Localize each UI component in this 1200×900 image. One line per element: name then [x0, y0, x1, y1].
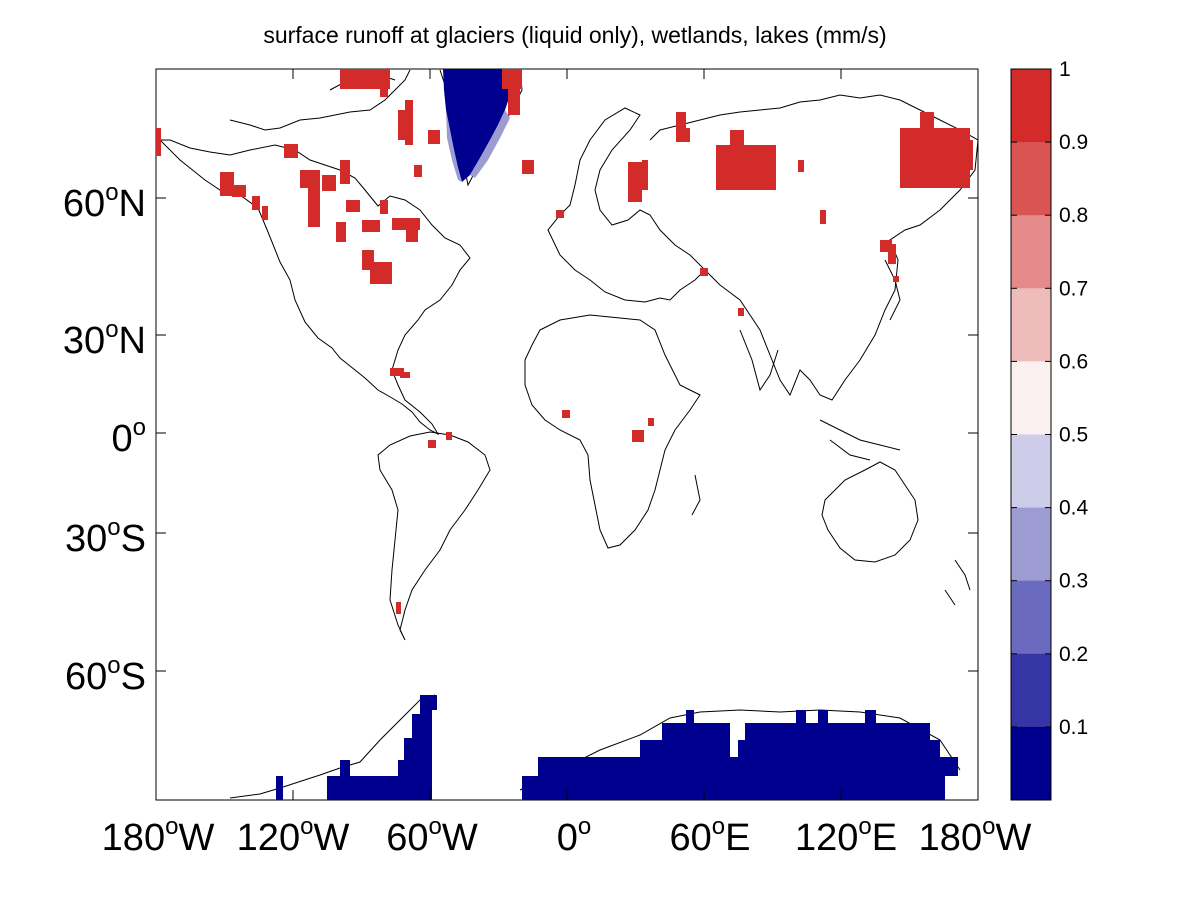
map-frame: [155, 68, 979, 801]
lat-label-0: 0o: [112, 414, 147, 460]
lon-label-180w-right: 180oW: [919, 813, 1032, 859]
colorbar-label: 0.3: [1059, 570, 1088, 593]
map-title: surface runoff at glaciers (liquid only)…: [263, 22, 887, 48]
colorbar-band: [1011, 361, 1051, 435]
lon-label-180w: 180oW: [102, 813, 215, 859]
colorbar-label: 0.7: [1059, 277, 1088, 300]
colorbar-label: 0.2: [1059, 643, 1088, 666]
lat-label-60n: 60oN: [63, 179, 146, 225]
lat-label-60s: 60oS: [65, 652, 146, 698]
greenland-cells: [443, 69, 520, 182]
colorbar-band: [1011, 507, 1051, 582]
colorbar-label: 0.1: [1059, 716, 1088, 739]
coast-europe: [547, 107, 706, 303]
lon-labels: 180oW 120oW 60oW 0o 60oE 120oE 180oW: [102, 813, 1032, 859]
coast-south-america: [377, 431, 491, 641]
colorbar: 1 0.9 0.8 0.7 0.6 0.5 0.4 0.3 0.2 0.1: [1010, 58, 1089, 801]
coast-asia: [649, 94, 978, 401]
colorbar-band: [1011, 142, 1051, 216]
colorbar-label: 0.5: [1059, 424, 1088, 447]
colorbar-band: [1011, 215, 1051, 289]
lon-label-60e: 60oE: [670, 813, 751, 859]
colorbar-band: [1011, 653, 1051, 728]
low-value-cells: [276, 69, 958, 800]
map-content: [156, 69, 978, 800]
lon-label-60w: 60oW: [386, 813, 478, 859]
colorbar-label: 0.9: [1059, 131, 1088, 154]
lat-ticks: [156, 197, 978, 672]
coast-africa: [524, 314, 701, 549]
colorbar-label: 1: [1059, 58, 1071, 81]
lat-labels: 60oN 30oN 0o 30oS 60oS: [63, 179, 146, 698]
greenland-edge-east: [470, 110, 510, 178]
antarctica-west-cells: [327, 695, 437, 800]
lat-label-30s: 30oS: [65, 514, 146, 560]
colorbar-band: [1011, 288, 1051, 362]
colorbar-band: [1011, 726, 1051, 801]
lon-label-120w: 120oW: [237, 813, 350, 859]
colorbar-band: [1011, 69, 1051, 143]
high-value-cells: [156, 69, 973, 614]
lon-label-0: 0o: [557, 813, 592, 859]
colorbar-label: 0.4: [1059, 497, 1089, 520]
colorbar-band: [1011, 580, 1051, 655]
coast-india: [739, 329, 779, 392]
lon-label-120e: 120oE: [795, 813, 897, 859]
lon-ticks: [292, 69, 842, 800]
colorbar-label: 0.6: [1059, 350, 1088, 373]
coast-australia: [821, 461, 919, 563]
colorbar-label: 0.8: [1059, 204, 1088, 227]
greenland-edge: [446, 110, 462, 182]
lat-label-30n: 30oN: [63, 316, 146, 362]
colorbar-band: [1011, 434, 1051, 509]
antarctica-east-cells: [522, 710, 958, 800]
